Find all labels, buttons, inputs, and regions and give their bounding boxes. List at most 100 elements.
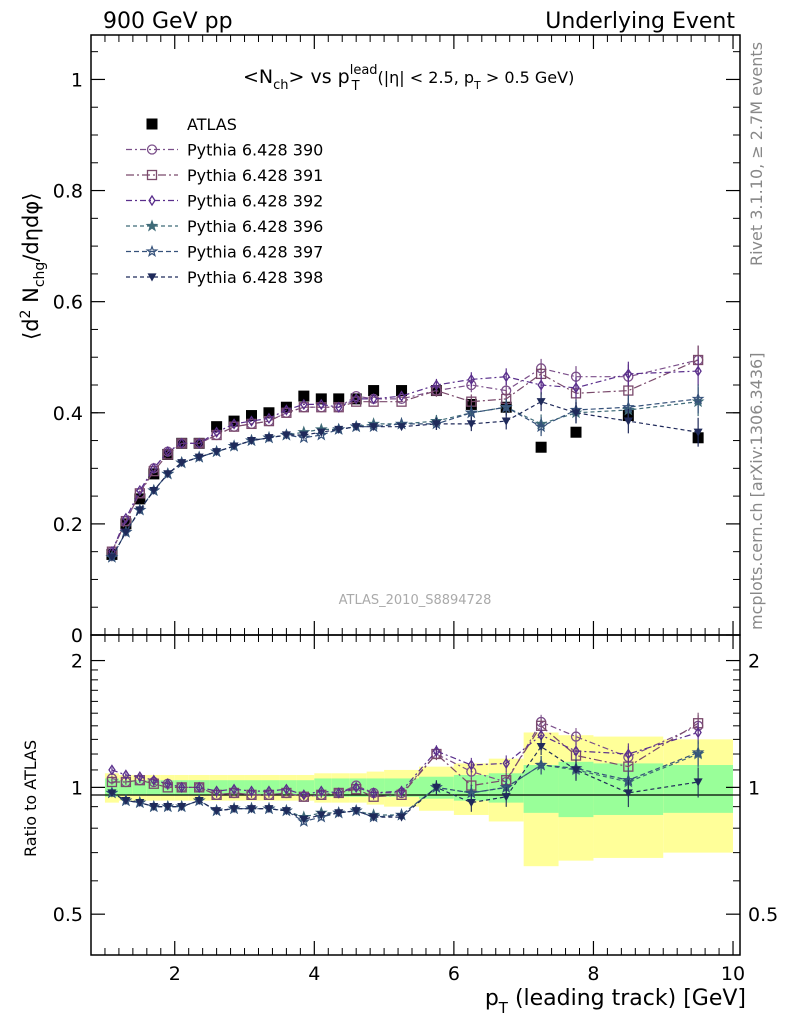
data-point [194,453,204,462]
x-tick-label: 8 [587,963,599,985]
ratio-point [121,797,131,806]
main-ytick-label: 0.4 [53,403,83,425]
data-point [694,365,702,377]
data-point [368,396,379,407]
data-point [164,445,172,458]
ratio-point [334,809,344,818]
legend-marker [148,194,156,207]
main-ytick-label: 0.6 [53,292,83,314]
data-point [396,396,407,407]
series-line [111,401,699,558]
data-point [136,484,144,497]
legend-entry: Pythia 6.428 390 [126,141,323,160]
data-point [691,392,705,405]
ratio-point [149,803,159,812]
data-point [121,528,131,537]
ratio-point [163,803,173,812]
data-point [314,428,328,441]
ratio-point [467,759,476,771]
ratio-point [150,774,158,786]
data-point [334,425,344,434]
legend-entry: Pythia 6.428 397 [126,243,323,262]
ratio-point [195,781,203,794]
main-title: <Nch> vs plead T (|η| < 2.5, pT > 0.5 GeV) [243,63,574,94]
main-ylabel: ⟨d2 Nchg/dηdφ⟩ [18,193,48,340]
data-point [134,488,145,499]
ratio-point [536,742,546,752]
ratio-point [194,797,204,806]
data-point [571,409,581,418]
legend-label: Pythia 6.428 398 [187,268,323,287]
data-point [317,398,325,411]
data-point [264,434,274,443]
data-point [107,553,117,562]
legend-label: Pythia 6.428 391 [187,166,323,185]
main-ytick-label: 1 [71,69,83,91]
legend-label: ATLAS [187,115,237,134]
ratio-point [281,807,291,816]
data-point [535,441,547,453]
data-point [432,379,441,391]
data-point [280,401,292,413]
data-point [247,436,257,446]
data-point [247,415,256,427]
ratio-point [212,807,222,816]
ratio-ytick-label: 1 [71,777,83,799]
ratio-point [212,785,221,797]
data-point [230,418,238,430]
data-point [623,417,633,426]
legend-entry: Pythia 6.428 391 [126,166,323,185]
legend-label: Pythia 6.428 392 [187,192,323,211]
data-point [624,368,633,380]
ratio-band-inner [118,780,133,795]
ratio-point [178,781,186,794]
data-point [122,512,130,525]
data-point [195,437,203,450]
data-point [397,423,407,432]
series-1 [106,345,704,557]
legend: ATLAS Pythia 6.428 390 Pythia 6.428 391 Pyt… [126,115,323,287]
data-point [212,426,221,438]
ratio-point [534,758,548,771]
legend-marker [145,244,159,257]
data-point [397,390,406,402]
ratio-point [571,766,581,775]
ratio-band-inner [146,780,161,795]
data-point [333,393,345,405]
ratio-series-5 [107,738,703,824]
mcplots-note: mcplots.cern.ch [arXiv:1306.3436] [747,353,766,630]
svg-text:⟨d2 Nchg/dηdφ⟩: ⟨d2 Nchg/dηdφ⟩ [18,193,48,340]
legend-marker [146,169,158,181]
ratio-ytick-label: 0.5 [53,904,83,926]
ratio-point [230,783,238,795]
ratio-point [264,805,274,814]
data-point [467,373,476,386]
ratio-point [624,748,633,760]
ratio-point [247,785,256,797]
ratio-point [352,781,360,794]
data-point [368,385,380,397]
ratio-point [693,778,703,787]
ratio-point [502,757,510,770]
data-point [297,430,311,444]
data-point [534,419,548,433]
legend-marker [145,219,159,232]
ratio-point [300,789,308,801]
x-tick-label: 2 [169,963,181,985]
data-point [298,402,309,413]
ratio-point [135,799,145,808]
ratio-series-2 [108,721,702,801]
ratio-point [623,789,633,798]
data-point [351,390,362,402]
ratio-point [265,785,273,797]
ratio-point [466,799,476,808]
data-point [299,431,309,440]
legend-marker [146,144,158,155]
ratio-ylabel: Ratio to ATLAS [21,740,40,857]
ratio-point [691,745,705,758]
ratio-ytick-label-right: 2 [748,651,760,673]
data-point [536,398,546,407]
legend-entry: Pythia 6.428 396 [126,217,323,236]
series-3 [108,356,702,558]
